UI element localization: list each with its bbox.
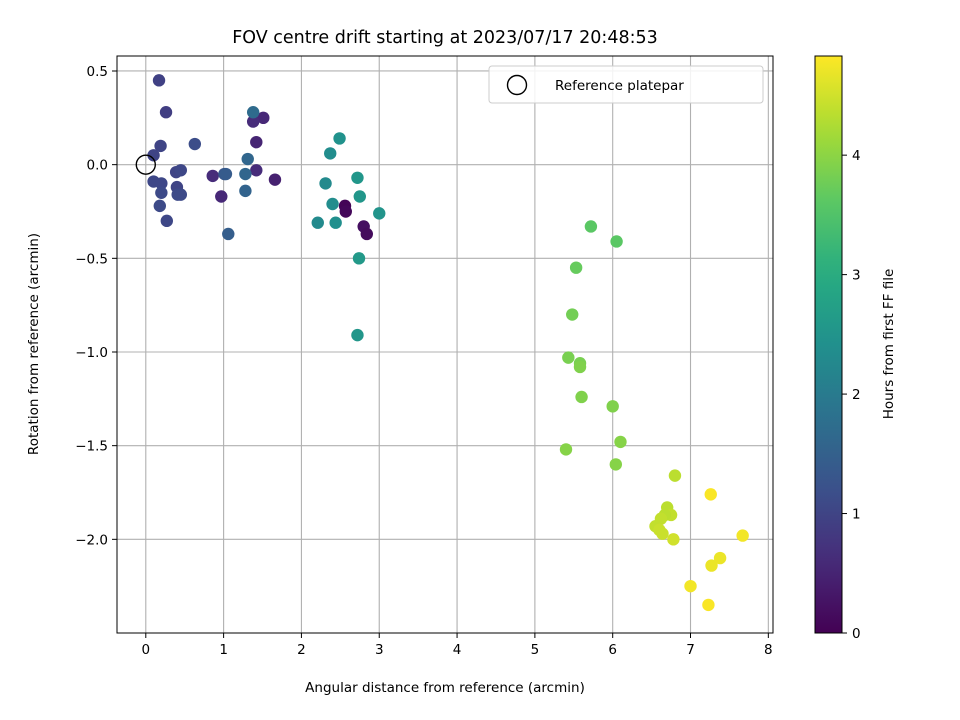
- scatter-point: [569, 261, 583, 274]
- x-tick-label: 1: [219, 642, 228, 658]
- scatter-point: [160, 214, 174, 228]
- colorbar-ticks: 0 1 2 3 4: [842, 148, 861, 642]
- x-tick-label: 3: [375, 642, 384, 658]
- y-tick-label: −0.5: [75, 251, 108, 267]
- scatter-point: [159, 106, 173, 119]
- scatter-point: [311, 216, 324, 229]
- x-tick-label: 4: [453, 642, 462, 658]
- scatter-point: [206, 169, 219, 183]
- scatter-point: [584, 220, 598, 233]
- legend-box: [488, 65, 764, 104]
- scatter-point: [250, 164, 263, 177]
- axis-ticks: 0 1 2 3 4 5 6 7 8 0.5 0.0 −0.5 −1.0 −1.5 −2.0: [75, 64, 772, 658]
- chart-title: FOV centre drift starting at 2023/07/17 …: [232, 28, 658, 48]
- scatter-point: [188, 137, 202, 151]
- legend: Reference platepar: [488, 65, 764, 104]
- scatter-point: [573, 360, 587, 374]
- scatter-point: [319, 177, 332, 190]
- scatter-point: [155, 177, 168, 190]
- x-tick-label: 0: [141, 642, 150, 658]
- x-tick-label: 7: [686, 642, 695, 658]
- scatter-point: [562, 351, 575, 364]
- x-tick-label: 5: [531, 642, 540, 658]
- scatter-point: [614, 435, 627, 449]
- scatter-points: [147, 74, 749, 612]
- y-tick-label: 0.5: [87, 64, 108, 80]
- scatter-point: [250, 135, 263, 149]
- colorbar-tick-label: 1: [852, 507, 861, 523]
- scatter-point: [668, 469, 682, 482]
- scatter-point: [174, 164, 188, 177]
- scatter-point: [704, 488, 717, 501]
- scatter-point: [609, 458, 623, 471]
- scatter-point: [246, 106, 260, 119]
- scatter-point: [155, 186, 168, 199]
- y-tick-label: −1.0: [75, 345, 108, 361]
- scatter-point: [736, 529, 749, 542]
- scatter-point: [559, 443, 573, 456]
- y-tick-label: −2.0: [75, 532, 108, 548]
- scatter-point: [215, 190, 228, 203]
- x-tick-label: 6: [608, 642, 617, 658]
- x-tick-label: 2: [297, 642, 306, 658]
- legend-label: Reference platepar: [555, 78, 684, 94]
- scatter-point: [352, 252, 366, 265]
- scatter-point: [329, 216, 342, 229]
- scatter-point: [154, 139, 167, 153]
- scatter-point: [239, 167, 252, 181]
- scatter-point: [339, 205, 352, 218]
- scatter-point: [153, 199, 166, 213]
- scatter-point: [147, 149, 160, 162]
- scatter-point: [353, 190, 366, 203]
- colorbar-tick-label: 3: [852, 268, 861, 284]
- scatter-point: [222, 227, 235, 241]
- colorbar: [814, 55, 843, 634]
- scatter-point: [241, 152, 254, 166]
- scatter-point: [351, 171, 364, 184]
- scatter-point: [324, 147, 337, 160]
- scatter-point: [566, 308, 579, 321]
- scatter-point: [246, 115, 260, 128]
- scatter-point: [575, 390, 588, 404]
- colorbar-tick-label: 0: [852, 626, 861, 642]
- scatter-point: [174, 188, 188, 201]
- scatter-point: [219, 167, 233, 181]
- axes-frame: [116, 55, 774, 634]
- scatter-point: [610, 235, 623, 248]
- x-axis-label: Angular distance from reference (arcmin): [305, 680, 585, 696]
- scatter-point: [705, 559, 718, 572]
- scatter-point: [326, 197, 339, 211]
- scatter-point: [268, 173, 282, 186]
- grid: [117, 56, 773, 633]
- colorbar-label: Hours from first FF file: [881, 269, 897, 420]
- scatter-point: [656, 527, 669, 540]
- scatter-point: [360, 227, 373, 241]
- x-tick-label: 8: [764, 642, 773, 658]
- scatter-point: [351, 328, 364, 342]
- scatter-point: [239, 184, 252, 198]
- scatter-point: [606, 400, 619, 413]
- scatter-point: [713, 551, 727, 565]
- colorbar-tick-label: 4: [852, 148, 861, 164]
- y-axis-label: Rotation from reference (arcmin): [26, 233, 42, 455]
- scatter-point: [333, 132, 346, 145]
- scatter-point: [152, 74, 166, 87]
- reference-marker: [135, 154, 156, 175]
- scatter-point: [257, 111, 270, 125]
- scatter-point: [684, 579, 697, 593]
- y-tick-label: 0.0: [87, 158, 108, 174]
- scatter-point: [667, 533, 680, 546]
- scatter-point: [702, 598, 715, 612]
- reference-point: [135, 154, 156, 175]
- y-tick-label: −1.5: [75, 439, 108, 455]
- colorbar-tick-label: 2: [852, 387, 861, 403]
- legend-marker: [506, 74, 528, 96]
- scatter-point: [373, 207, 386, 220]
